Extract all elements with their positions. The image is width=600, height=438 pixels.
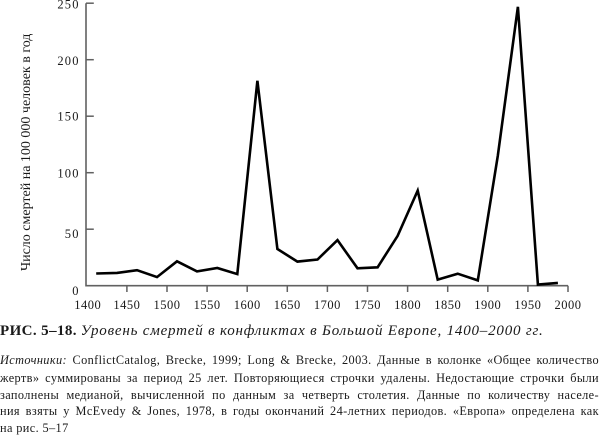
svg-text:200: 200	[57, 54, 79, 68]
svg-text:1950: 1950	[514, 298, 541, 312]
svg-text:100: 100	[57, 166, 79, 180]
svg-text:1800: 1800	[394, 298, 421, 312]
svg-text:1650: 1650	[274, 298, 301, 312]
svg-text:1700: 1700	[314, 298, 341, 312]
svg-text:2000: 2000	[555, 298, 582, 312]
svg-text:0: 0	[72, 284, 79, 298]
svg-text:150: 150	[57, 110, 79, 124]
svg-text:1600: 1600	[234, 298, 261, 312]
svg-text:1850: 1850	[434, 298, 461, 312]
svg-text:1450: 1450	[113, 298, 140, 312]
svg-text:1900: 1900	[474, 298, 501, 312]
svg-text:Число смертей на 100 000 челов: Число смертей на 100 000 человек в год	[19, 34, 34, 271]
svg-text:1750: 1750	[354, 298, 381, 312]
svg-text:1550: 1550	[194, 298, 221, 312]
svg-text:1500: 1500	[154, 298, 181, 312]
svg-text:250: 250	[57, 0, 79, 12]
svg-text:1400: 1400	[74, 298, 101, 312]
svg-text:50: 50	[65, 227, 80, 241]
